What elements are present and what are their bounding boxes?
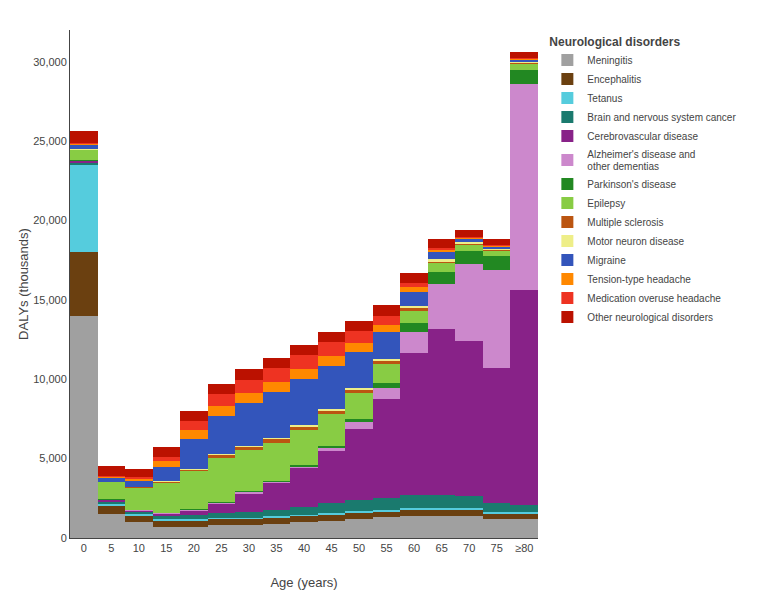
svg-text:DALYs (thousands): DALYs (thousands) (16, 228, 31, 340)
svg-text:20: 20 (188, 542, 200, 554)
svg-text:Encephalitis: Encephalitis (587, 74, 641, 85)
svg-text:10: 10 (133, 542, 145, 554)
svg-text:Parkinson's disease: Parkinson's disease (587, 179, 676, 190)
svg-text:Tetanus: Tetanus (587, 93, 622, 104)
svg-text:15: 15 (160, 542, 172, 554)
svg-text:Cerebrovascular disease: Cerebrovascular disease (587, 131, 698, 142)
svg-text:15,000: 15,000 (33, 294, 67, 306)
svg-text:30,000: 30,000 (33, 56, 67, 68)
svg-text:45: 45 (325, 542, 337, 554)
svg-text:Meningitis: Meningitis (587, 55, 632, 66)
svg-text:40: 40 (298, 542, 310, 554)
svg-text:Epilepsy: Epilepsy (587, 198, 625, 209)
svg-text:Other neurological disorders: Other neurological disorders (587, 312, 713, 323)
svg-text:0: 0 (61, 532, 67, 544)
svg-text:Motor neuron disease: Motor neuron disease (587, 236, 684, 247)
svg-text:20,000: 20,000 (33, 214, 67, 226)
svg-text:Age (years): Age (years) (270, 575, 337, 590)
svg-text:Alzheimer's disease andother d: Alzheimer's disease andother dementias (587, 149, 695, 173)
svg-text:Brain and nervous system cance: Brain and nervous system cancer (587, 112, 736, 123)
svg-text:5,000: 5,000 (39, 452, 67, 464)
svg-text:50: 50 (353, 542, 365, 554)
svg-text:70: 70 (463, 542, 475, 554)
svg-text:≥80: ≥80 (515, 542, 533, 554)
svg-text:35: 35 (270, 542, 282, 554)
svg-text:Migraine: Migraine (587, 255, 626, 266)
svg-text:55: 55 (380, 542, 392, 554)
svg-text:5: 5 (108, 542, 114, 554)
svg-text:30: 30 (243, 542, 255, 554)
svg-text:25: 25 (215, 542, 227, 554)
svg-text:0: 0 (81, 542, 87, 554)
svg-text:75: 75 (491, 542, 503, 554)
svg-text:Multiple sclerosis: Multiple sclerosis (587, 217, 663, 228)
svg-text:Neurological disorders: Neurological disorders (549, 35, 680, 49)
svg-text:Tension-type headache: Tension-type headache (587, 274, 691, 285)
svg-text:Medication overuse headache: Medication overuse headache (587, 293, 721, 304)
svg-text:25,000: 25,000 (33, 135, 67, 147)
svg-text:60: 60 (408, 542, 420, 554)
svg-text:65: 65 (436, 542, 448, 554)
svg-text:10,000: 10,000 (33, 373, 67, 385)
